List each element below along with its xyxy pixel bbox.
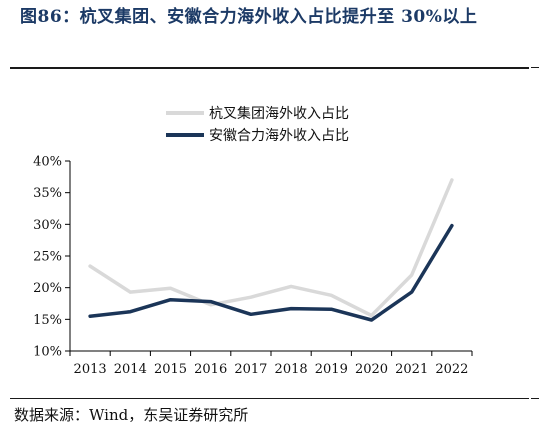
bottom-edge-mark: [531, 398, 539, 399]
x-tick-label: 2016: [194, 362, 227, 377]
chart-axes: 10% 15% 20% 25% 30% 35% 40% 2013 2014 2015 2016 201…: [33, 155, 473, 377]
series-line-2: [88, 223, 454, 322]
x-tick-label: 2017: [234, 362, 267, 377]
y-tick-label: 35%: [33, 186, 62, 201]
chart-series: [88, 178, 454, 322]
top-edge-mark: [531, 67, 539, 68]
x-tick-label: 2014: [114, 362, 147, 377]
x-tick-label: 2020: [355, 362, 388, 377]
x-tick-label: 2015: [154, 362, 187, 377]
series-line-1: [88, 178, 454, 318]
x-tick-label: 2019: [315, 362, 348, 377]
y-tick-label: 15%: [33, 313, 62, 328]
y-tick-label: 20%: [33, 281, 62, 296]
legend-label: 安徽合力海外收入占比: [209, 128, 349, 144]
x-tick-label: 2018: [275, 362, 308, 377]
x-tick-label: 2021: [395, 362, 428, 377]
y-tick-label: 25%: [33, 250, 62, 265]
x-tick-label: 2022: [435, 362, 468, 377]
bottom-rule: [10, 398, 529, 399]
x-tick-label: 2013: [74, 362, 107, 377]
y-tick-label: 30%: [33, 218, 62, 233]
legend-label: 杭叉集团海外收入占比: [209, 105, 349, 122]
top-rule: [10, 67, 529, 69]
y-tick-label: 40%: [33, 155, 62, 170]
y-tick-label: 10%: [33, 345, 62, 360]
data-source: 数据来源：Wind，东吴证券研究所: [14, 406, 249, 424]
figure-caption: 图86：杭叉集团、安徽合力海外收入占比提升至 30%以上: [20, 7, 478, 27]
